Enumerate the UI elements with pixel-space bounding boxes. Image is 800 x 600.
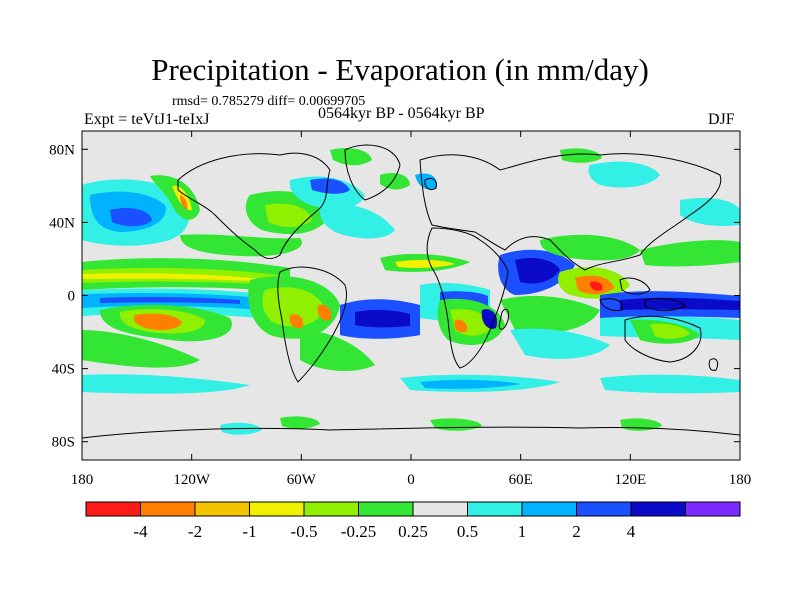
colorbar-label: -0.5	[291, 522, 318, 541]
lon-tick-label: 120E	[614, 472, 646, 488]
colorbar-label: 0.25	[398, 522, 428, 541]
colorbar-swatch	[630, 501, 686, 517]
lat-tick-label: 0	[68, 289, 76, 305]
colorbar-label: -0.25	[341, 522, 376, 541]
field-region	[650, 323, 690, 339]
field-region	[100, 296, 240, 304]
colorbar-swatch	[249, 501, 305, 517]
colorbar-label: -1	[242, 522, 256, 541]
colorbar-swatch	[412, 501, 468, 517]
experiment-label: Expt = teVtJ1-teIxJ	[84, 111, 210, 128]
coastline	[177, 152, 331, 260]
field-region	[317, 304, 332, 321]
field-region	[680, 198, 740, 226]
colorbar-swatch	[85, 501, 141, 517]
field-region	[590, 281, 603, 291]
colorbar-label: 4	[627, 522, 636, 541]
colorbar-label: -4	[133, 522, 148, 541]
field-region	[500, 295, 600, 334]
coastline	[599, 298, 624, 311]
field-region	[289, 314, 304, 329]
field-region	[560, 148, 602, 163]
field-region	[420, 379, 520, 389]
field-layer	[82, 148, 740, 435]
field-region	[395, 259, 455, 268]
map-panel	[81, 130, 741, 461]
stats-label: rmsd= 0.785279 diff= 0.00699705	[172, 94, 366, 109]
coastline	[708, 358, 719, 371]
field-region	[588, 161, 660, 188]
field-region	[620, 297, 740, 310]
field-region	[515, 258, 560, 284]
field-region	[330, 148, 372, 166]
colorbar-swatch	[521, 501, 577, 517]
lon-tick-label: 180	[71, 472, 94, 488]
field-region	[310, 178, 350, 194]
field-region	[265, 203, 312, 227]
field-region	[510, 328, 610, 359]
lat-tick-label: 80N	[49, 142, 75, 158]
field-region	[481, 309, 498, 329]
field-region	[300, 330, 375, 372]
field-region	[82, 330, 200, 368]
colorbar-label: 2	[572, 522, 581, 541]
field-region	[180, 234, 302, 257]
colorbar-swatch	[467, 501, 523, 517]
coastline	[277, 266, 347, 383]
field-region	[640, 240, 740, 267]
lon-tick-label: 120W	[173, 472, 211, 488]
field-region	[600, 374, 740, 394]
field-region	[540, 234, 640, 261]
lon-tick-label: 60W	[287, 472, 317, 488]
coastline	[619, 277, 651, 295]
lon-tick-label: 60E	[509, 472, 533, 488]
field-region	[82, 273, 270, 282]
field-region	[180, 195, 188, 210]
season-label: DJF	[708, 111, 735, 128]
colorbar-swatch	[194, 501, 250, 517]
lon-tick-label: 0	[407, 472, 415, 488]
colorbar: -4 -2 -1 -0.5 -0.25 0.25 0.5 1 2 4	[85, 501, 741, 541]
coastline	[498, 308, 509, 330]
coastline	[344, 144, 401, 201]
field-region	[380, 173, 410, 190]
field-region	[355, 309, 410, 328]
coastline	[426, 227, 509, 369]
field-region	[415, 173, 437, 190]
coastline	[419, 153, 722, 271]
field-region	[133, 313, 182, 330]
field-region	[319, 203, 395, 239]
lat-tick-label: 40N	[49, 215, 75, 231]
colorbar-label: 0.5	[457, 522, 478, 541]
coastline	[424, 177, 437, 191]
colorbar-swatch	[576, 501, 632, 517]
colorbar-swatch	[303, 501, 359, 517]
colorbar-swatch	[685, 501, 741, 517]
field-region	[280, 416, 320, 429]
field-region	[454, 319, 468, 333]
coastline	[82, 426, 740, 439]
lat-tick-label: 80S	[52, 435, 75, 451]
chart-title: Precipitation - Evaporation (in mm/day)	[151, 52, 649, 87]
coastline	[644, 297, 686, 311]
field-region	[82, 374, 250, 394]
coastlines	[82, 144, 740, 439]
colorbar-label: -2	[188, 522, 202, 541]
colorbar-swatch	[140, 501, 196, 517]
period-label: 0564kyr BP - 0564kyr BP	[318, 105, 485, 122]
field-region	[110, 208, 152, 227]
lon-tick-label: 180	[729, 472, 752, 488]
coastline	[624, 315, 702, 363]
lat-tick-label: 40S	[52, 362, 75, 378]
colorbar-swatch	[358, 501, 414, 517]
axis-ticks: 80N 40N 0 40S 80S 180 120W 60W 0 60E 120E 180	[49, 131, 751, 488]
colorbar-label: 1	[518, 522, 527, 541]
